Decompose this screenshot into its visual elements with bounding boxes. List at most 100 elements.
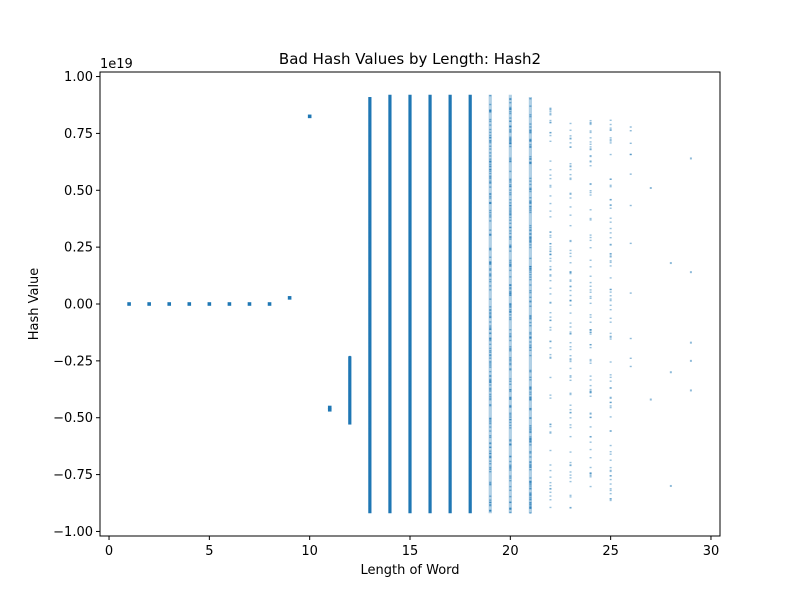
y-tick-label: −0.50 [53, 411, 93, 426]
band-point [549, 231, 552, 233]
band-point [469, 421, 472, 424]
band-point [368, 395, 371, 398]
band-point [509, 117, 512, 119]
band-point [489, 460, 492, 462]
band-point [529, 315, 532, 318]
band-point [469, 159, 472, 161]
band-point [549, 177, 552, 180]
band-point [368, 135, 371, 137]
band-point [569, 122, 572, 125]
band-point [529, 158, 532, 160]
band-point [509, 348, 512, 350]
band-point [388, 408, 391, 410]
band-point [529, 354, 532, 357]
band-point [509, 489, 512, 492]
band-point [549, 119, 552, 122]
band-point [469, 415, 472, 418]
band-point [429, 187, 432, 190]
band-point [409, 232, 411, 234]
band-point [469, 238, 472, 241]
band-point [469, 429, 472, 431]
band-point [589, 165, 592, 167]
band-point [489, 118, 492, 121]
band-point [509, 137, 512, 140]
band-point [589, 436, 592, 438]
band-point [368, 257, 371, 259]
band-point [409, 113, 411, 115]
band-point [529, 429, 532, 431]
band-point [609, 243, 612, 246]
band-point [489, 263, 492, 265]
band-point [489, 273, 492, 275]
band-point [489, 378, 492, 380]
band-point [569, 464, 572, 466]
band-point [449, 420, 452, 422]
band-point [489, 510, 492, 512]
band-point [409, 331, 411, 333]
band-point [549, 329, 552, 331]
band-point [348, 417, 351, 419]
band-point [569, 249, 572, 252]
band-point [529, 493, 532, 495]
band-point [529, 132, 532, 134]
band-point [368, 503, 371, 506]
band-point [609, 336, 612, 338]
band-point [549, 107, 552, 109]
band-point [509, 358, 512, 361]
band-point [609, 119, 612, 121]
band-point [469, 294, 472, 296]
band-point [429, 266, 432, 269]
band-point [549, 275, 552, 277]
band-point [489, 379, 492, 382]
band-point [609, 335, 612, 338]
band-point [509, 333, 512, 335]
band-point [609, 244, 612, 246]
band-point [469, 311, 472, 313]
band-point [589, 155, 592, 158]
band-point [589, 155, 592, 157]
band-point [388, 383, 391, 386]
band-point [489, 249, 492, 251]
band-point [509, 185, 512, 188]
band-point [509, 204, 512, 207]
band-point [409, 502, 411, 504]
band-point [569, 214, 572, 216]
band-point [449, 248, 452, 251]
band-point [368, 236, 371, 238]
band-point [489, 325, 492, 327]
band-point [429, 133, 432, 135]
band-point [609, 475, 612, 477]
band-point [509, 363, 512, 366]
band-point [529, 240, 532, 242]
band-point [529, 131, 532, 133]
band-point [469, 436, 472, 438]
band-point [429, 123, 432, 126]
band-point [469, 144, 472, 147]
band-point [449, 462, 452, 464]
band-point [509, 199, 512, 201]
band-point [348, 383, 351, 386]
band-point [489, 161, 492, 163]
band-point [509, 306, 512, 308]
band-point [489, 419, 492, 421]
band-point [509, 222, 512, 225]
band-point [348, 387, 351, 389]
band-point [589, 160, 592, 162]
band-point [509, 131, 512, 133]
sparse-point [689, 359, 692, 362]
band-point [449, 501, 452, 504]
band-point [449, 318, 452, 320]
band-point [449, 476, 452, 479]
band-point [409, 292, 411, 294]
band-point [509, 416, 512, 418]
band-point [368, 476, 371, 478]
band-point [549, 242, 552, 245]
band-point [388, 472, 391, 475]
band-point [549, 248, 552, 250]
band-point [469, 265, 472, 267]
band-point [629, 292, 632, 294]
band-point [469, 403, 472, 405]
band-13 [368, 97, 372, 514]
band-point [409, 136, 411, 139]
band-point [489, 134, 492, 137]
